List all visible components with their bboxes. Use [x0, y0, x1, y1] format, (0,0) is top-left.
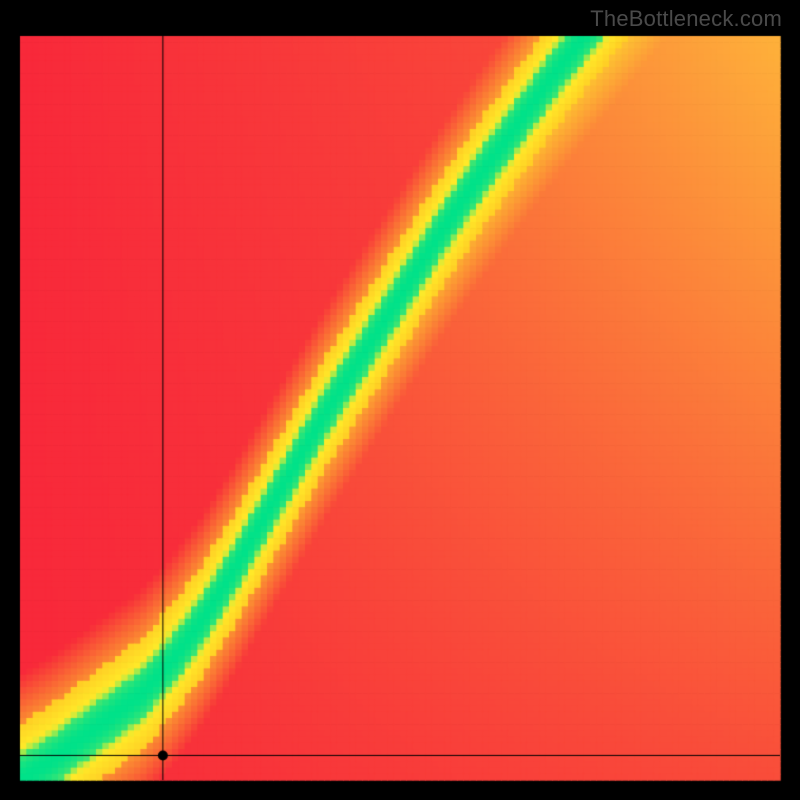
root-container: TheBottleneck.com	[0, 0, 800, 800]
watermark-text: TheBottleneck.com	[590, 6, 782, 32]
heatmap-canvas	[0, 0, 800, 800]
